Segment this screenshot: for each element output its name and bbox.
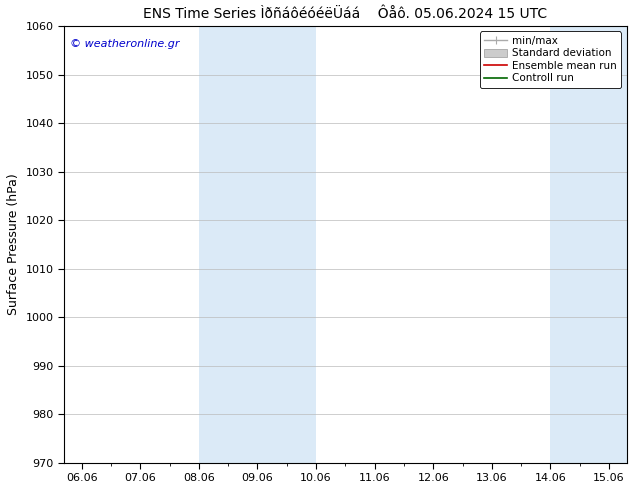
Title: ENS Time Series ÌðñáôéóéëÜáá    Ôåô. 05.06.2024 15 UTC: ENS Time Series ÌðñáôéóéëÜáá Ôåô. 05.06.… bbox=[143, 7, 547, 21]
Bar bbox=[257, 26, 316, 463]
Bar bbox=[609, 26, 626, 463]
Legend: min/max, Standard deviation, Ensemble mean run, Controll run: min/max, Standard deviation, Ensemble me… bbox=[480, 31, 621, 88]
Text: © weatheronline.gr: © weatheronline.gr bbox=[70, 39, 179, 49]
Bar bbox=[199, 26, 257, 463]
Bar bbox=[550, 26, 609, 463]
Y-axis label: Surface Pressure (hPa): Surface Pressure (hPa) bbox=[7, 173, 20, 316]
